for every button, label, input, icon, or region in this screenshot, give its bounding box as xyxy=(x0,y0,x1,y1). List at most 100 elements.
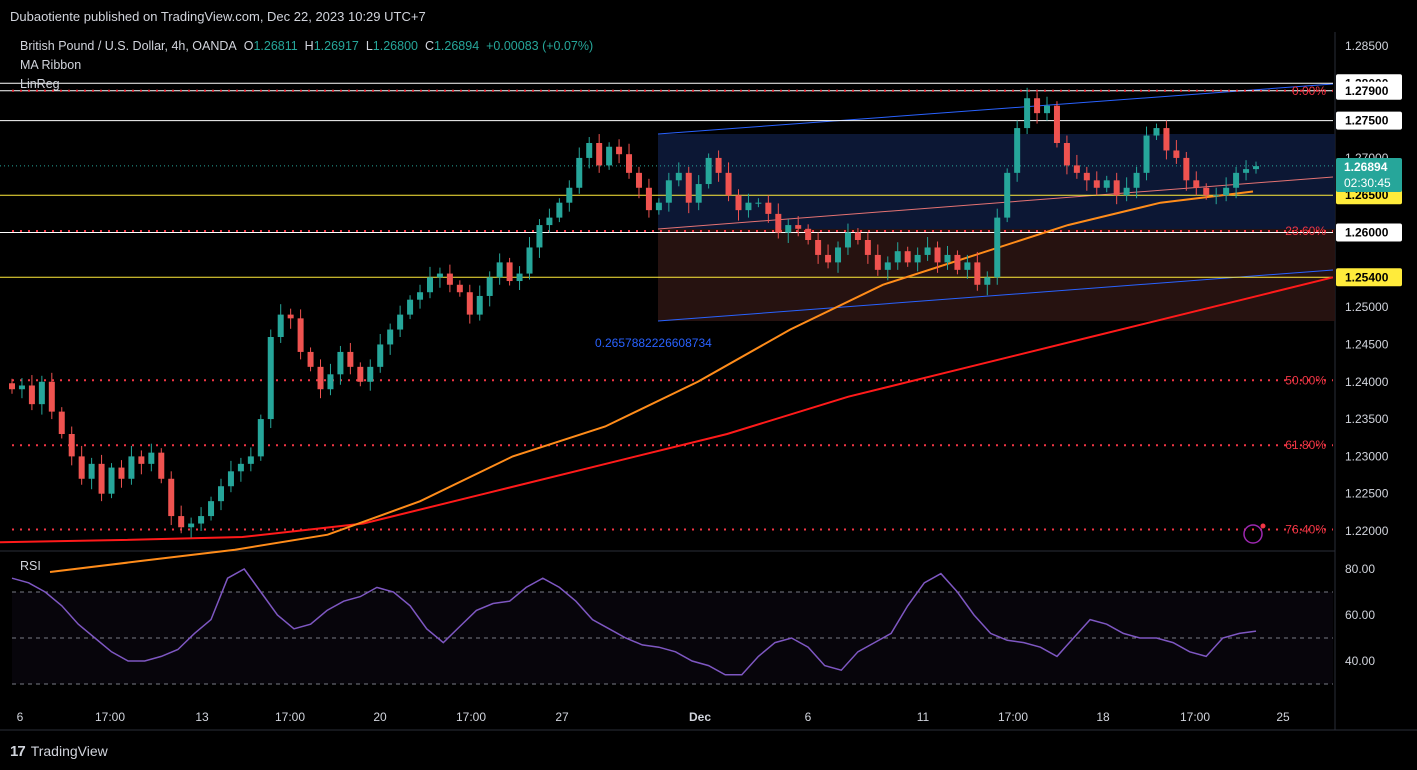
candle-body xyxy=(924,247,931,255)
candle-body xyxy=(805,228,812,240)
publish-header: Dubaotiente published on TradingView.com… xyxy=(0,0,1417,32)
candle-body xyxy=(1243,169,1250,173)
candle xyxy=(417,284,424,309)
candle-body xyxy=(755,202,762,204)
candle-body xyxy=(1193,180,1200,188)
candle-body xyxy=(1093,180,1100,188)
candle xyxy=(635,166,642,199)
candle-body xyxy=(626,154,633,173)
candle-body xyxy=(68,434,75,457)
candle-body xyxy=(387,329,394,345)
candle-body xyxy=(78,456,85,479)
candle xyxy=(884,256,891,281)
candle xyxy=(974,251,981,291)
candle xyxy=(168,471,175,526)
candle xyxy=(655,198,662,215)
close-value: 1.26894 xyxy=(433,39,480,53)
time-axis-tick: 17:00 xyxy=(456,710,486,724)
candle-body xyxy=(178,516,185,528)
candle-body xyxy=(745,202,752,211)
candle-body xyxy=(884,262,891,270)
level-badge xyxy=(1336,268,1402,287)
candle xyxy=(795,216,802,237)
candle-body xyxy=(775,213,782,233)
price-axis-tick: 1.28500 xyxy=(1345,39,1389,53)
candle xyxy=(237,457,244,482)
candle-body xyxy=(635,172,642,188)
candle xyxy=(88,457,95,490)
price-axis-tick: 1.22500 xyxy=(1345,487,1389,501)
candle xyxy=(118,460,125,488)
candle xyxy=(397,305,404,337)
candle-body xyxy=(655,202,662,211)
time-axis-tick: 11 xyxy=(917,710,930,724)
candle xyxy=(924,237,931,261)
candle-body xyxy=(237,463,244,472)
time-axis-tick: 18 xyxy=(1096,710,1110,724)
candle-body xyxy=(844,232,851,248)
candle-body xyxy=(337,351,344,375)
candle-body xyxy=(357,366,364,382)
candle xyxy=(874,244,881,276)
candle xyxy=(436,267,443,288)
level-badge xyxy=(1336,223,1402,242)
candle-body xyxy=(546,217,553,226)
candle-body xyxy=(526,247,533,274)
candle xyxy=(138,450,145,475)
candle xyxy=(964,254,971,279)
candle xyxy=(407,295,414,320)
candle-body xyxy=(695,184,702,203)
rsi-pane-bg xyxy=(0,552,1335,700)
tradingview-logo[interactable]: 17 TradingView xyxy=(10,741,108,761)
candle-body xyxy=(1123,187,1130,196)
candle xyxy=(725,162,732,202)
candle xyxy=(198,507,205,531)
candle-body xyxy=(128,456,135,479)
candle xyxy=(984,271,991,296)
candle xyxy=(815,232,822,264)
candle xyxy=(58,407,65,439)
candle xyxy=(108,463,115,499)
candle xyxy=(287,308,294,329)
channel-mid-line xyxy=(657,176,1334,230)
candle-body xyxy=(367,366,374,382)
candle-body xyxy=(456,284,463,293)
candle-body xyxy=(606,146,613,166)
candle-body xyxy=(198,516,205,524)
candle xyxy=(835,241,842,273)
candle-body xyxy=(685,172,692,203)
candle-body xyxy=(188,523,195,528)
symbol-legend: British Pound / U.S. Dollar, 4h, OANDA O… xyxy=(20,39,593,53)
candle-body xyxy=(854,232,861,240)
candle-body xyxy=(247,456,254,464)
indicator-linreg[interactable]: LinReg xyxy=(20,77,60,91)
candle xyxy=(685,166,692,214)
candle xyxy=(68,426,75,466)
candle xyxy=(466,284,473,324)
candle-body xyxy=(954,254,961,270)
candle-body xyxy=(158,452,165,479)
rsi-label[interactable]: RSI xyxy=(20,559,41,573)
time-axis-tick: 27 xyxy=(555,710,569,724)
indicator-ma-ribbon[interactable]: MA Ribbon xyxy=(20,58,82,72)
candle-body xyxy=(1163,128,1170,151)
candle xyxy=(665,172,672,212)
candle-body xyxy=(914,254,921,263)
low-label: L xyxy=(365,39,373,53)
candle-body xyxy=(1173,150,1180,158)
candle xyxy=(317,359,324,399)
candle xyxy=(566,180,573,212)
candle xyxy=(347,342,354,375)
candle xyxy=(506,257,513,286)
price-axis-tick: 1.24000 xyxy=(1345,375,1389,389)
candle-body xyxy=(267,337,274,420)
candle xyxy=(626,143,633,179)
candle-body xyxy=(168,478,175,517)
candle xyxy=(357,362,364,387)
low-value: 1.26800 xyxy=(372,39,418,53)
ma-fast-line xyxy=(49,190,1254,573)
candle xyxy=(48,372,55,420)
candle-body xyxy=(984,277,991,285)
rsi-axis-tick: 60.00 xyxy=(1345,608,1375,622)
